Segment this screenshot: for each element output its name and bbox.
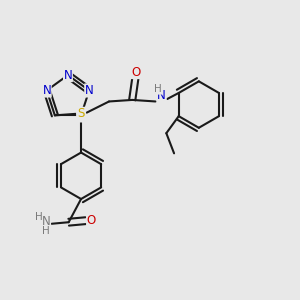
Text: O: O [87,214,96,227]
Text: N: N [64,69,72,82]
Text: N: N [157,89,166,102]
Text: S: S [77,107,85,120]
Text: N: N [85,84,94,97]
Text: N: N [42,84,51,97]
Text: N: N [42,215,50,228]
Text: H: H [35,212,43,222]
Text: O: O [131,66,141,79]
Text: H: H [154,84,162,94]
Text: N: N [77,109,85,122]
Text: H: H [42,226,50,236]
